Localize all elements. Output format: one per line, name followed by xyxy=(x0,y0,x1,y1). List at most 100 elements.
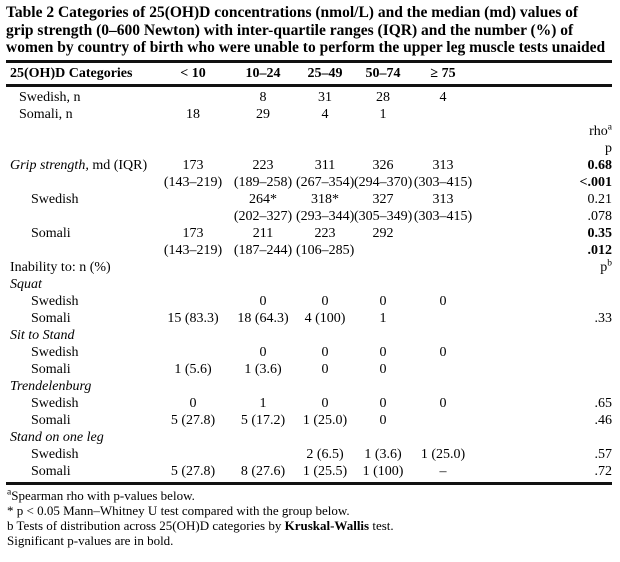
value-cell xyxy=(156,293,230,310)
stat-cell xyxy=(474,429,612,446)
value-cell: 5 (27.8) xyxy=(170,412,216,428)
footnotes: aSpearman rho with p-values below. * p < … xyxy=(6,488,614,549)
stat-cell xyxy=(474,276,612,293)
value-cell xyxy=(412,140,474,157)
stat-cell: .078 xyxy=(587,208,613,224)
stat-cell xyxy=(474,327,612,344)
value-cell: 0 xyxy=(439,293,447,309)
value-cell: 1 (5.6) xyxy=(174,361,212,377)
table-row: Somali 15 (83.3) 18 (64.3) 4 (100) 1 .33 xyxy=(6,310,612,327)
footnote-line: aSpearman rho with p-values below. xyxy=(7,487,195,503)
value-cell xyxy=(354,276,412,293)
table-row: Swedish 0 0 0 0 xyxy=(6,344,612,361)
value-cell: 1 (25.5) xyxy=(296,462,354,485)
stat-cell: rhoa xyxy=(589,122,612,139)
row-label: Inability to: n (%) xyxy=(10,259,111,275)
value-cell: 264* xyxy=(249,191,277,207)
value-cell xyxy=(354,242,412,259)
value-cell: 8 (27.6) xyxy=(230,462,296,485)
value-cell xyxy=(296,259,354,276)
value-cell xyxy=(156,85,230,106)
stat-cell xyxy=(474,85,612,106)
value-cell xyxy=(156,344,230,361)
value-cell: 8 xyxy=(259,89,267,105)
value-cell xyxy=(412,225,474,242)
value-cell: 311 xyxy=(314,157,336,173)
value-cell: 0 xyxy=(321,395,329,411)
row-label: Grip strength, md (IQR) xyxy=(10,157,148,173)
value-cell xyxy=(156,140,230,157)
value-cell: 223 xyxy=(314,225,336,241)
stat-cell: .33 xyxy=(594,310,613,326)
value-cell: (187–244) xyxy=(233,242,293,258)
row-label: Stand on one leg xyxy=(10,429,104,445)
value-cell xyxy=(412,259,474,276)
stat-cell: 0.35 xyxy=(587,225,613,241)
table-row: Swedish 2 (6.5) 1 (3.6) 1 (25.0) .57 xyxy=(6,446,612,463)
value-cell: 1 xyxy=(379,106,387,122)
table-caption: Table 2 Categories of 25(OH)D concentrat… xyxy=(6,4,606,57)
value-cell: 2 (6.5) xyxy=(306,446,344,462)
value-cell: 28 xyxy=(376,89,390,105)
data-table: 25(OH)D Categories < 10 10–24 25–49 50–7… xyxy=(6,59,612,485)
value-cell: (293–344) xyxy=(296,208,354,224)
stat-cell: pb xyxy=(600,258,612,275)
value-cell: 292 xyxy=(372,225,394,241)
value-cell xyxy=(230,276,296,293)
value-cell xyxy=(230,378,296,395)
header-category-3: 25–49 xyxy=(296,61,354,87)
row-label: Somali xyxy=(31,412,71,428)
value-cell xyxy=(156,191,230,208)
table-row: Inability to: n (%) pb xyxy=(6,259,612,276)
value-cell: 1 (3.6) xyxy=(364,446,402,462)
value-cell xyxy=(412,123,474,140)
value-cell xyxy=(412,429,474,446)
row-label: Swedish xyxy=(31,344,79,360)
value-cell: (106–285) xyxy=(296,242,354,258)
footnote-line: * p < 0.05 Mann–Whitney U test compared … xyxy=(7,502,350,518)
value-cell: (143–219) xyxy=(163,174,223,190)
stat-cell: <.001 xyxy=(579,174,612,190)
row-label: Squat xyxy=(10,276,42,292)
value-cell xyxy=(354,259,412,276)
value-cell: 0 xyxy=(379,293,387,309)
value-cell xyxy=(230,259,296,276)
value-cell: 173 xyxy=(182,157,204,173)
value-cell xyxy=(296,327,354,344)
value-cell: 327 xyxy=(372,191,394,207)
value-cell xyxy=(354,123,412,140)
value-cell: 0 xyxy=(321,293,329,309)
table-row: (143–219) (187–244) (106–285) .012 xyxy=(6,242,612,259)
value-cell xyxy=(354,378,412,395)
stat-cell: .72 xyxy=(474,462,612,485)
value-cell: 31 xyxy=(318,89,332,105)
value-cell: 313 xyxy=(432,191,454,207)
stat-cell xyxy=(474,344,612,361)
value-cell xyxy=(296,123,354,140)
table-row: Sit to Stand xyxy=(6,327,612,344)
table-row: Stand on one leg xyxy=(6,429,612,446)
table-row: Somali 173 211 223 292 0.35 xyxy=(6,225,612,242)
value-cell xyxy=(156,378,230,395)
row-label: Somali, n xyxy=(19,106,73,122)
value-cell: 223 xyxy=(252,157,274,173)
table-row: Somali 5 (27.8) 5 (17.2) 1 (25.0) 0 .46 xyxy=(6,412,612,429)
value-cell: 0 xyxy=(259,293,267,309)
table-row: Somali 1 (5.6) 1 (3.6) 0 0 xyxy=(6,361,612,378)
value-cell: 326 xyxy=(372,157,394,173)
value-cell: 1 (25.0) xyxy=(420,446,466,462)
value-cell xyxy=(156,208,230,225)
table-row: (202–327) (293–344) (305–349) (303–415) .078 xyxy=(6,208,612,225)
table-row: Swedish 0 1 0 0 0 .65 xyxy=(6,395,612,412)
footnote-line: Significant p-values are in bold. xyxy=(7,533,174,549)
value-cell: 0 xyxy=(321,344,329,360)
header-label: 25(OH)D Categories xyxy=(6,61,156,87)
value-cell xyxy=(230,446,296,463)
value-cell xyxy=(296,378,354,395)
value-cell xyxy=(230,140,296,157)
value-cell: 1 xyxy=(379,310,387,326)
value-cell xyxy=(230,327,296,344)
paper-table-page: Table 2 Categories of 25(OH)D concentrat… xyxy=(6,4,614,549)
stat-cell: .012 xyxy=(587,242,613,258)
value-cell: (267–354) xyxy=(296,174,354,190)
